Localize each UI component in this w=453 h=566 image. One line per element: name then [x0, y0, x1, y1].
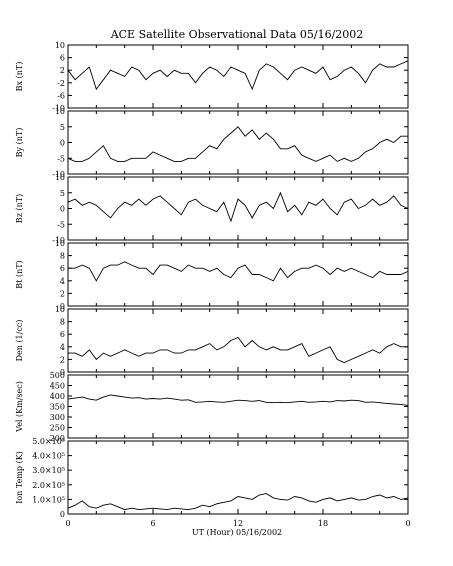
y-axis-label: By (nT): [15, 128, 24, 158]
x-tick-label: 6: [150, 519, 155, 528]
y-axis-label: Vel (Km/sec): [15, 381, 24, 433]
data-series-line: [67, 493, 409, 511]
y-tick-label: 350: [50, 403, 65, 412]
y-tick-label: 0: [60, 302, 65, 311]
y-tick-label: 8: [60, 318, 65, 327]
y-axis-label: Den (1/cc): [15, 320, 24, 362]
y-tick-label: 0: [60, 368, 65, 377]
y-tick-label: 10: [55, 305, 65, 314]
y-tick-label: 300: [50, 413, 65, 422]
y-tick-label: -10: [52, 104, 65, 113]
y-tick-label: 10: [55, 239, 65, 248]
y-tick-label: -10: [52, 236, 65, 245]
x-axis-label: UT (Hour) 05/16/2002: [192, 528, 282, 537]
y-tick-label: 10: [55, 173, 65, 182]
y-tick-label: 1.0×10⁵: [32, 495, 65, 504]
panel-frame: [67, 308, 409, 373]
panel-3: 10 5 0 -5 -10 Bz (nT): [15, 173, 409, 245]
y-tick-label: 450: [50, 382, 65, 391]
data-series-line: [67, 394, 409, 406]
y-tick-label: 0: [60, 510, 65, 519]
data-series-line: [68, 261, 409, 282]
y-tick-label: 5: [60, 189, 65, 198]
data-series-line: [67, 191, 409, 223]
y-tick-label: 10: [55, 41, 65, 50]
y-tick-label: -5: [57, 154, 65, 163]
data-series-line: [68, 336, 408, 364]
y-tick-label: 200: [50, 434, 65, 443]
data-series-line: [67, 126, 408, 162]
panel-1: 10 6 2 -2 -6 -10 Bx (nT): [15, 41, 409, 113]
panel-frame: [67, 44, 409, 109]
x-axis-ticks: 0 6 12 18 0: [65, 519, 410, 528]
y-tick-label: 4: [60, 343, 65, 352]
y-tick-label: 500: [50, 371, 65, 380]
y-tick-label: 3.0×10⁵: [32, 466, 65, 475]
panel-frame: [67, 242, 409, 307]
y-tick-label: 250: [50, 424, 65, 433]
y-tick-label: 10: [55, 107, 65, 116]
y-axis-label: Bz (nT): [15, 194, 24, 223]
y-tick-label: 2.0×10⁵: [32, 481, 65, 490]
panel-5: 10 8 6 4 2 0 Den (1/cc): [15, 305, 409, 377]
panel-frame: [67, 440, 409, 515]
panel-frame: [67, 176, 409, 241]
y-axis-label: Ion Temp (K): [15, 451, 24, 504]
panel-stack: 10 6 2 -2 -6 -10 Bx (nT) 10 5 0 -5 -10 By (nT) 10 5 0 -5…: [15, 41, 409, 519]
panel-2: 10 5 0 -5 -10 By (nT): [15, 107, 409, 179]
y-tick-label: 2: [60, 289, 65, 298]
y-tick-label: 400: [50, 392, 65, 401]
y-tick-label: -5: [57, 220, 65, 229]
y-tick-label: 6: [60, 264, 65, 273]
x-tick-label: 0: [405, 519, 410, 528]
x-tick-label: 0: [65, 519, 70, 528]
y-tick-label: 0: [60, 205, 65, 214]
y-tick-label: 6: [60, 54, 65, 63]
x-tick-label: 12: [233, 519, 243, 528]
y-tick-label: 2: [60, 355, 65, 364]
y-tick-label: -2: [57, 79, 65, 88]
y-tick-label: 4: [60, 277, 65, 286]
panel-4: 10 8 6 4 2 0 Bt (nT): [15, 239, 409, 311]
panel-frame: [67, 374, 409, 439]
y-tick-label: 8: [60, 252, 65, 261]
y-tick-label: 5: [60, 123, 65, 132]
y-tick-label: 2: [60, 66, 65, 75]
y-tick-label: 5.0×10⁵: [32, 437, 65, 446]
y-tick-label: 4.0×10⁵: [32, 452, 65, 461]
y-tick-label: 6: [60, 330, 65, 339]
y-tick-label: -10: [52, 170, 65, 179]
panel-7: 5.0×10⁵ 4.0×10⁵ 3.0×10⁵ 2.0×10⁵ 1.0×10⁵ 0 Ion …: [15, 437, 409, 519]
y-tick-label: 0: [60, 139, 65, 148]
chart-title: ACE Satellite Observational Data 05/16/2…: [110, 28, 364, 41]
data-series-line: [67, 60, 409, 91]
y-tick-label: -6: [57, 91, 65, 100]
y-axis-label: Bt (nT): [15, 260, 24, 288]
x-tick-label: 18: [318, 519, 328, 528]
panel-frame: [67, 110, 409, 175]
y-axis-label: Bx (nT): [15, 62, 24, 92]
